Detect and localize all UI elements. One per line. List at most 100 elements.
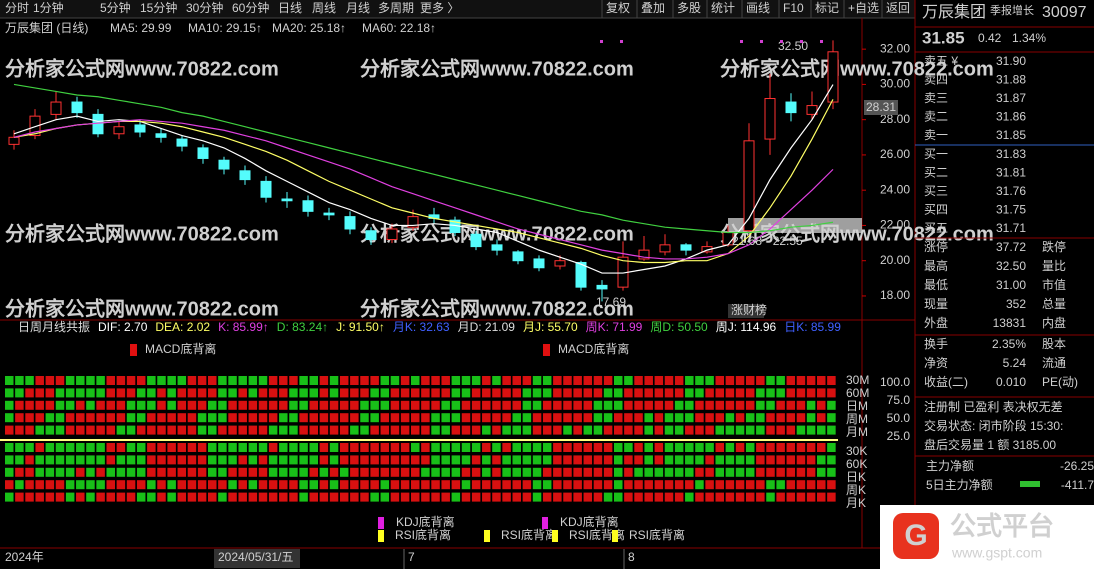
signal-cell	[685, 443, 694, 452]
signal-cell	[603, 492, 613, 502]
signal-cell	[624, 492, 633, 502]
signal-cell	[157, 443, 166, 452]
candle-body	[29, 115, 41, 137]
signal-cell	[796, 413, 806, 423]
toolbar-tab[interactable]: 60分钟	[232, 0, 269, 15]
signal-cell	[674, 425, 684, 435]
signal-cell	[339, 492, 349, 502]
signal-cell	[106, 455, 115, 465]
signal-cell	[431, 443, 440, 452]
signal-cell	[390, 400, 400, 410]
candle-body	[743, 140, 755, 232]
toolbar-button[interactable]: F10	[783, 1, 804, 15]
price: 31.85	[922, 28, 965, 47]
badge	[728, 304, 764, 318]
signal-cell	[796, 388, 806, 398]
toolbar-button[interactable]: 画线	[746, 1, 770, 15]
signal-cell	[319, 480, 329, 490]
signal-cell	[624, 480, 633, 490]
signal-cell	[25, 455, 34, 465]
ma-line	[13, 99, 834, 264]
signal-cell	[248, 455, 258, 465]
row-label: 量比	[1042, 259, 1066, 273]
signal-cell	[299, 467, 308, 477]
signal-cell	[268, 480, 278, 490]
signal-cell	[451, 425, 461, 435]
signal-cell	[248, 467, 258, 477]
row-value: 5.24	[1003, 356, 1027, 370]
toolbar-button[interactable]: +自选	[848, 1, 879, 15]
signal-cell	[370, 467, 379, 477]
toolbar-tab[interactable]: 30分钟	[186, 0, 223, 15]
signal-cell	[806, 376, 816, 385]
signal-cell	[583, 480, 593, 490]
signal-cell	[35, 443, 44, 452]
signal-cell	[218, 455, 227, 465]
signal-cell	[279, 376, 288, 385]
signal-cell	[187, 455, 197, 465]
toolbar-tab[interactable]: 日线	[278, 1, 302, 15]
signal-cell	[745, 400, 755, 410]
signal-cell	[25, 400, 34, 410]
row-label: 换手	[924, 337, 948, 351]
signal-cell	[218, 467, 227, 477]
signal-cell	[817, 400, 826, 410]
signal-cell	[228, 480, 237, 490]
signal-cell	[339, 425, 349, 435]
toolbar-button[interactable]: 标记	[815, 1, 839, 15]
signal-cell	[461, 455, 471, 465]
toolbar-button[interactable]: 返回	[886, 1, 910, 15]
signal-cell	[218, 400, 227, 410]
signal-cell	[35, 388, 44, 398]
signal-cell	[15, 413, 24, 423]
row-value: 32.50	[996, 259, 1026, 273]
row-label: 卖四	[924, 73, 948, 87]
toolbar-button[interactable]: 统计	[711, 1, 735, 15]
signal-cell	[827, 388, 836, 398]
toolbar-tab[interactable]: 多周期	[378, 1, 414, 15]
candle-body	[638, 249, 650, 260]
row-value: 13831	[993, 316, 1027, 330]
signal-cell	[309, 413, 318, 423]
signal-cell	[573, 480, 582, 490]
row-value: 31.76	[996, 184, 1026, 198]
signal-cell	[695, 467, 704, 477]
toolbar-tab[interactable]: 周线	[312, 1, 336, 15]
signal-cell	[65, 413, 75, 423]
y-tick-label: 18.00	[880, 288, 910, 302]
signal-cell	[441, 480, 450, 490]
signal-cell	[390, 388, 400, 398]
signal-cell	[411, 376, 420, 385]
signal-cell	[644, 443, 653, 452]
toolbar-tab[interactable]: 1分钟	[33, 0, 64, 15]
row-label: 买一	[924, 147, 948, 161]
toolbar-button[interactable]: 多股	[677, 1, 701, 15]
signal-cell	[319, 413, 329, 423]
toolbar-tab[interactable]: 5分钟	[100, 0, 131, 15]
signal-cell	[441, 376, 450, 385]
signal-cell	[45, 480, 55, 490]
legend-entry: MA10: 29.15↑	[188, 21, 262, 35]
signal-cell	[76, 413, 85, 423]
signal-cell	[370, 388, 379, 398]
signal-cell	[451, 443, 461, 452]
toolbar-tab[interactable]: 15分钟	[140, 0, 177, 15]
signal-cell	[461, 480, 471, 490]
toolbar-tab[interactable]: 更多 〉	[420, 1, 459, 15]
signal-cell	[15, 455, 24, 465]
signal-cell	[695, 413, 704, 423]
toolbar-tab[interactable]: 分时	[5, 1, 29, 15]
signal-cell	[289, 400, 298, 410]
signal-cell	[614, 467, 623, 477]
signal-cell	[776, 467, 785, 477]
toolbar-button[interactable]: 叠加	[641, 1, 665, 15]
signal-cell	[735, 443, 745, 452]
signal-cell	[279, 413, 288, 423]
signal-cell	[756, 400, 765, 410]
signal-cell	[614, 376, 623, 385]
signal-cell	[329, 400, 339, 410]
toolbar-tab[interactable]: 月线	[346, 1, 370, 15]
watermark: 分析家公式网www.70822.com	[360, 56, 634, 80]
toolbar-button[interactable]: 复权	[606, 1, 630, 15]
signal-cell	[715, 467, 724, 477]
